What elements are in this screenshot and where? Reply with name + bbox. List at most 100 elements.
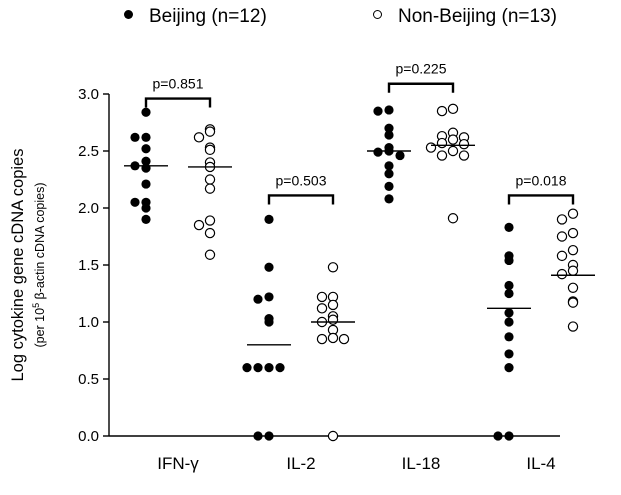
point-s0-c3-0 [504, 222, 514, 232]
p-value-bracket-2 [387, 82, 455, 93]
y-tick-label-2: 1.0 [78, 314, 99, 331]
point-s1-c1-0 [327, 262, 339, 273]
point-s0-c3-7 [504, 349, 514, 359]
point-s0-c0-10 [141, 214, 151, 224]
open-circle-icon [373, 10, 382, 19]
point-s0-c2-9 [384, 181, 394, 191]
y-tick-label-5: 2.5 [78, 143, 99, 160]
point-s0-c3-10 [493, 431, 503, 441]
point-s1-c2-11 [458, 150, 470, 161]
point-s1-c3-11 [567, 297, 579, 308]
x-tick-label-2: IL-18 [402, 454, 441, 473]
y-tick-label-4: 2.0 [78, 200, 99, 217]
point-s1-c0-1 [204, 126, 216, 137]
point-s1-c3-0 [567, 208, 579, 219]
point-s0-c3-2 [504, 255, 514, 266]
p-value-label-2: p=0.225 [396, 61, 447, 77]
point-s0-c1-8 [275, 363, 285, 373]
point-s0-c0-3 [141, 144, 151, 154]
point-s0-c3-9 [504, 431, 514, 441]
point-s0-c2-2 [384, 123, 394, 133]
point-s0-c3-6 [504, 332, 514, 342]
p-value-label-1: p=0.503 [276, 172, 327, 188]
legend-label-non-beijing: Non-Beijing (n=13) [398, 6, 557, 27]
point-s0-c0-4 [141, 156, 151, 166]
point-s1-c2-5 [447, 134, 459, 145]
legend-item-non-beijing: Non-Beijing (n=13) [373, 6, 557, 28]
point-s0-c0-8 [130, 197, 140, 207]
point-s1-c2-9 [447, 145, 459, 157]
point-s0-c3-11 [504, 317, 514, 327]
point-s0-c3-8 [504, 363, 514, 373]
y-tick-label-0: 0.0 [78, 428, 99, 445]
point-s1-c2-6 [436, 137, 448, 149]
point-s0-c2-0 [384, 105, 394, 115]
point-s1-c1-9 [327, 332, 339, 344]
point-s0-c2-6 [373, 147, 383, 157]
point-s1-c1-11 [338, 333, 350, 345]
point-s0-c0-9 [141, 203, 151, 213]
x-tick-label-3: IL-4 [526, 454, 555, 473]
point-s0-c2-8 [384, 169, 394, 179]
point-s1-c0-11 [204, 227, 216, 239]
point-s0-c1-10 [264, 431, 274, 441]
point-s0-c1-11 [253, 431, 263, 441]
point-s0-c1-2 [264, 292, 274, 302]
point-s1-c2-10 [436, 150, 448, 161]
p-value-bracket-1 [267, 194, 335, 205]
point-s1-c3-3 [556, 231, 568, 242]
y-tick-label-3: 1.5 [78, 257, 99, 274]
p-value-label-0: p=0.851 [153, 76, 204, 92]
point-s0-c1-1 [264, 262, 274, 272]
point-s0-c0-11 [141, 163, 151, 173]
point-s0-c1-3 [253, 294, 263, 304]
point-s1-c0-9 [204, 215, 216, 226]
point-s0-c0-2 [130, 132, 140, 142]
legend-item-beijing: Beijing (n=12) [124, 6, 267, 28]
point-s1-c1-4 [316, 303, 328, 314]
y-tick-label-6: 3.0 [78, 86, 99, 103]
point-s0-c0-6 [141, 179, 151, 189]
point-s0-c2-3 [384, 130, 394, 140]
point-s1-c3-7 [567, 265, 579, 276]
point-s0-c1-6 [264, 363, 274, 373]
point-s1-c3-12 [567, 321, 579, 332]
point-s1-c0-2 [193, 132, 205, 143]
point-s1-c3-4 [567, 244, 579, 256]
point-s1-c2-7 [458, 138, 470, 150]
legend-label-beijing: Beijing (n=12) [149, 6, 267, 27]
point-s1-c0-4 [204, 144, 216, 156]
point-s1-c2-0 [447, 103, 459, 115]
point-s1-c1-2 [316, 291, 328, 303]
point-s1-c0-12 [204, 249, 216, 260]
point-s0-c2-10 [384, 194, 394, 204]
point-s0-c0-1 [141, 132, 151, 142]
point-s1-c3-5 [556, 250, 568, 262]
point-s1-c3-2 [567, 227, 579, 239]
point-s1-c2-8 [425, 142, 437, 153]
point-s1-c2-12 [447, 213, 459, 224]
point-s1-c3-9 [567, 282, 579, 293]
point-s0-c1-9 [242, 363, 252, 373]
y-tick-label-1: 0.5 [78, 371, 99, 388]
point-s1-c0-8 [204, 183, 216, 194]
point-s1-c1-10 [316, 333, 328, 345]
point-s1-c2-1 [436, 105, 448, 117]
point-s0-c3-3 [504, 280, 514, 291]
point-s1-c1-6 [327, 314, 339, 325]
point-s0-c3-5 [504, 308, 514, 318]
point-s1-c1-12 [327, 430, 339, 442]
point-s0-c2-7 [395, 150, 405, 161]
p-value-bracket-3 [507, 194, 575, 205]
x-tick-label-0: IFN-γ [157, 454, 199, 473]
point-s1-c3-1 [556, 214, 568, 225]
p-value-bracket-0 [144, 97, 212, 108]
point-s0-c1-7 [253, 363, 263, 373]
point-s1-c3-8 [556, 268, 568, 280]
point-s0-c1-0 [264, 214, 274, 224]
point-s0-c2-11 [384, 161, 394, 171]
point-s0-c1-5 [264, 317, 274, 327]
point-s1-c0-10 [193, 219, 205, 231]
point-s0-c0-0 [141, 107, 151, 117]
